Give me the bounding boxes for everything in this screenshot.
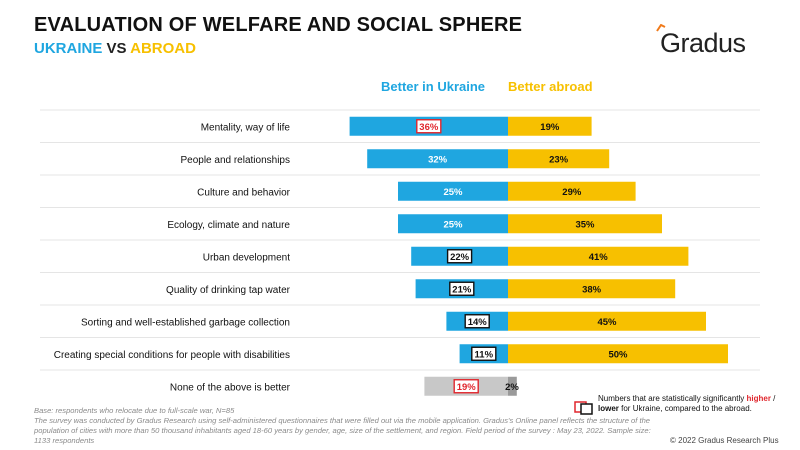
copyright: © 2022 Gradus Research Plus	[670, 436, 779, 445]
subtitle-abroad: ABROAD	[130, 40, 196, 57]
significance-lower-box	[446, 249, 473, 264]
value-label-ukraine: 22%	[450, 252, 470, 263]
value-label-ukraine: 14%	[468, 317, 488, 328]
legend-text-mid: /	[770, 394, 776, 403]
legend-lower: lower	[598, 404, 619, 413]
legend-higher: higher	[746, 394, 771, 403]
logo-mark-icon	[656, 24, 666, 32]
bar-abroad	[508, 181, 636, 201]
series-header-ukraine: Better in Ukraine	[381, 79, 486, 94]
category-label: Sorting and well-established garbage col…	[81, 317, 290, 328]
legend-text-post: for Ukraine, compared to the abroad.	[618, 404, 752, 413]
category-label: Culture and behavior	[197, 187, 291, 198]
bar-abroad	[508, 376, 517, 396]
significance-legend-icon	[574, 401, 593, 415]
diverging-bar-chart: Mentality, way of life 36% 19% People and r…	[40, 109, 760, 396]
bar-ukraine	[398, 214, 508, 234]
subtitle-vs: VS	[102, 40, 131, 57]
value-label-abroad: 2%	[505, 382, 519, 393]
value-label-abroad: 41%	[589, 252, 609, 263]
page-subtitle: UKRAINE VS ABROAD	[34, 40, 196, 57]
logo-text: Gradus	[660, 28, 746, 58]
footnote: Base: respondents who relocate due to fu…	[34, 406, 654, 446]
value-label-ukraine: 25%	[443, 187, 463, 198]
page-title: EVALUATION OF WELFARE AND SOCIAL SPHERE	[34, 14, 523, 36]
value-label-abroad: 38%	[582, 284, 602, 295]
category-label: Creating special conditions for people w…	[54, 350, 290, 361]
value-label-abroad: 23%	[549, 154, 569, 165]
value-label-ukraine: 36%	[419, 122, 439, 133]
significance-legend: Numbers that are statistically significa…	[598, 394, 788, 414]
value-label-abroad: 35%	[575, 219, 595, 230]
value-label-ukraine: 32%	[428, 154, 448, 165]
value-label-ukraine: 11%	[475, 349, 494, 360]
value-label-abroad: 29%	[562, 187, 582, 198]
category-label: People and relationships	[180, 155, 290, 166]
significance-higher-box	[416, 119, 442, 134]
significance-higher-box	[453, 379, 479, 394]
gradus-logo: Gradus	[656, 24, 746, 59]
footnote-survey: The survey was conducted by Gradus Resea…	[34, 416, 651, 445]
series-header-abroad: Better abroad	[508, 79, 593, 94]
value-label-ukraine: 21%	[452, 284, 472, 295]
bar-abroad	[508, 279, 676, 299]
subtitle-ukraine: UKRAINE	[34, 40, 103, 57]
category-label: None of the above is better	[170, 382, 291, 393]
bar-abroad	[508, 116, 592, 136]
significance-lower-box	[464, 314, 490, 329]
legend-text-pre: Numbers that are statistically significa…	[598, 394, 747, 403]
value-label-ukraine: 25%	[443, 219, 463, 230]
category-label: Quality of drinking tap water	[166, 285, 291, 296]
bar-abroad	[508, 246, 689, 266]
category-label: Ecology, climate and nature	[167, 220, 290, 231]
value-label-abroad: 50%	[608, 349, 628, 360]
bar-abroad	[508, 214, 662, 234]
value-label-abroad: 19%	[540, 122, 560, 133]
significance-lower-box	[471, 346, 497, 361]
bar-ukraine	[367, 149, 508, 169]
bar-abroad	[508, 149, 610, 169]
category-label: Mentality, way of life	[201, 122, 291, 133]
significance-lower-box	[449, 281, 475, 296]
bar-abroad	[508, 344, 728, 364]
footnote-base: Base: respondents who relocate due to fu…	[34, 406, 235, 415]
bar-ukraine	[398, 181, 508, 201]
value-label-abroad: 45%	[597, 317, 617, 328]
bar-abroad	[508, 311, 706, 331]
category-label: Urban development	[203, 252, 290, 263]
value-label-ukraine: 19%	[457, 382, 477, 393]
